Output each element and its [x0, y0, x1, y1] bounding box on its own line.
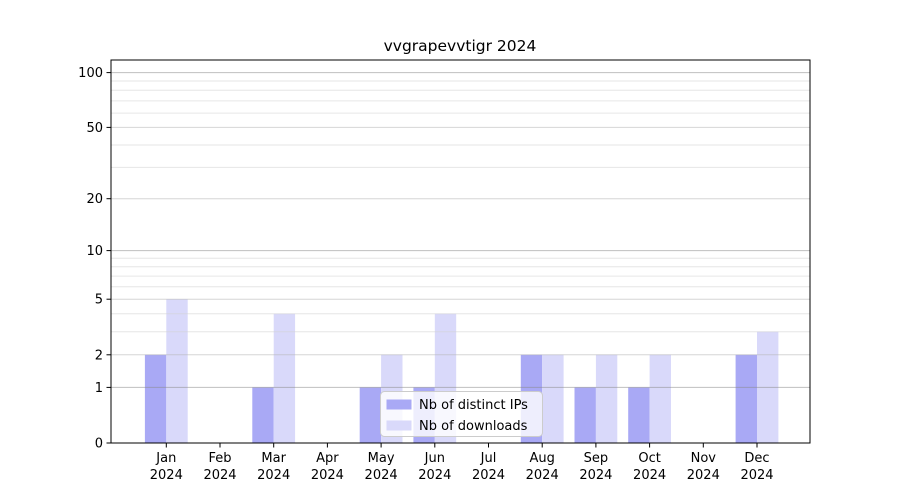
bar-ips-mar: [252, 387, 274, 443]
plot-border: [110, 59, 811, 444]
bar-ips-may: [359, 387, 382, 443]
x-tick-label-year-feb: 2024: [203, 468, 236, 483]
y-tick-label-2: 2: [95, 348, 103, 363]
x-tick-label-year-sep: 2024: [579, 468, 612, 483]
chart-title: vvgrapevvtigr 2024: [384, 37, 537, 55]
x-tick-label-year-aug: 2024: [526, 468, 559, 483]
x-tick-label-year-nov: 2024: [687, 468, 720, 483]
legend-box: [380, 391, 543, 437]
y-tick-label-100: 100: [78, 66, 103, 81]
bar-ips-oct: [628, 387, 650, 443]
y-tick-label-0: 0: [95, 437, 103, 452]
bar-downloads-oct: [649, 354, 671, 443]
x-tick-label-month-aug: Aug: [530, 451, 555, 466]
x-tick-label-year-apr: 2024: [311, 468, 344, 483]
legend-swatch-downloads: [386, 420, 412, 431]
axis-labels-layer: 0 1 2 5 10 20 50 100 Jan 2024 Feb 2024 Mar 2024 Apr 202…: [78, 66, 773, 483]
x-tick-label-month-mar: Mar: [261, 451, 286, 466]
bar-downloads-sep: [595, 354, 618, 443]
bar-ips-sep: [574, 387, 596, 443]
y-tick-label-50: 50: [86, 121, 103, 136]
x-tick-label-month-may: May: [368, 451, 395, 466]
x-tick-label-year-jul: 2024: [472, 468, 505, 483]
legend-swatch-distinct-ips: [386, 399, 412, 410]
legend: Nb of distinct IPs Nb of downloads: [380, 391, 543, 437]
x-tick-label-month-jul: Jul: [480, 451, 497, 466]
x-tick-label-year-oct: 2024: [633, 468, 666, 483]
grid-layer: [111, 72, 810, 388]
ticks-layer: [106, 72, 758, 448]
x-tick-label-year-dec: 2024: [740, 468, 773, 483]
x-tick-label-month-dec: Dec: [744, 451, 769, 466]
x-tick-label-month-feb: Feb: [208, 451, 231, 466]
x-tick-label-year-mar: 2024: [257, 468, 290, 483]
x-tick-label-month-oct: Oct: [638, 451, 660, 466]
x-tick-label-month-jun: Jun: [424, 451, 445, 466]
bar-downloads-aug: [542, 354, 564, 443]
y-tick-label-1: 1: [95, 381, 103, 396]
bar-downloads-jan: [166, 299, 188, 443]
bar-ips-dec: [735, 354, 757, 443]
x-tick-label-year-jun: 2024: [418, 468, 451, 483]
bar-downloads-mar: [273, 313, 296, 443]
x-tick-label-year-jan: 2024: [150, 468, 183, 483]
bar-ips-jan: [144, 354, 167, 443]
legend-label-distinct-ips: Nb of distinct IPs: [419, 398, 528, 413]
x-tick-label-month-sep: Sep: [584, 451, 609, 466]
y-tick-label-10: 10: [86, 244, 103, 259]
x-tick-label-year-may: 2024: [365, 468, 398, 483]
x-tick-label-month-apr: Apr: [316, 451, 339, 466]
x-tick-label-month-nov: Nov: [691, 451, 717, 466]
y-tick-label-20: 20: [86, 192, 103, 207]
y-tick-label-5: 5: [95, 293, 103, 308]
legend-label-downloads: Nb of downloads: [419, 419, 528, 434]
x-tick-label-month-jan: Jan: [155, 451, 176, 466]
